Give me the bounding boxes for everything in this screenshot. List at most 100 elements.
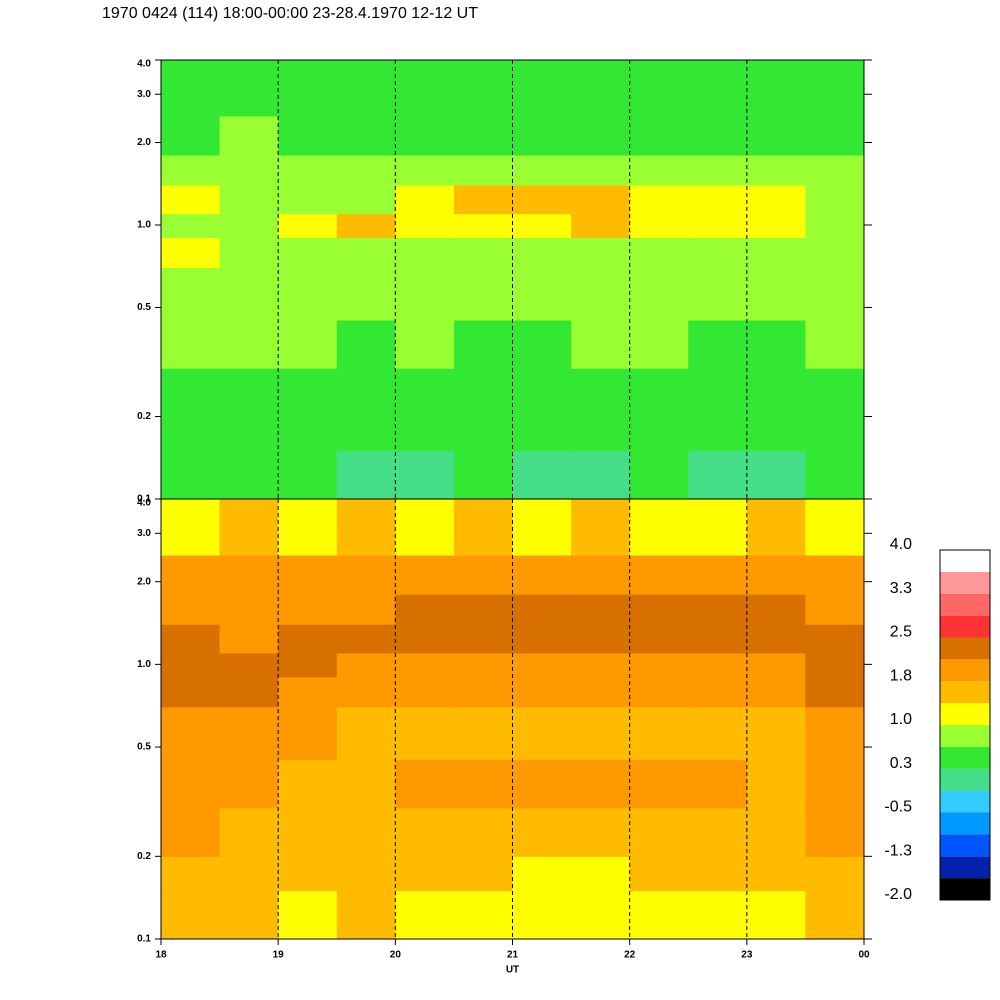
heat-cell [336,213,396,239]
x-tick-label: 20 [390,950,402,961]
heat-cell [219,594,279,625]
colorbar-swatch [940,681,990,704]
heat-cell [278,237,338,268]
heat-cell [278,759,338,809]
heat-cell [278,624,338,654]
heat-cell [278,555,338,595]
heat-cell [805,416,865,452]
heat-cell [512,155,572,186]
heat-cell [629,890,689,940]
heat-cell [805,890,865,940]
heat-cell [629,184,689,215]
heat-cell [746,676,806,708]
heat-cell [571,706,631,761]
heat-cell [161,555,221,595]
heat-cell [688,450,748,500]
heat-cell [278,115,338,156]
heat-cell [571,60,631,117]
heat-cell [161,676,221,708]
heat-cell [571,856,631,892]
heat-cell [688,759,748,809]
heat-cell [571,759,631,809]
colorbar-swatch [940,703,990,725]
heat-cell [629,155,689,186]
heat-cell [746,499,806,556]
colorbar-label: 4.0 [890,536,912,553]
colorbar-label: -1.3 [884,842,912,859]
heat-cell [629,499,689,556]
heat-cell [336,155,396,186]
heat-cell [161,856,221,892]
y-tick-label: 2.0 [137,576,151,587]
heat-cell [278,594,338,625]
heat-cell [278,706,338,761]
heat-cell [453,807,513,857]
heat-cell [219,155,279,186]
heat-cell [512,60,572,117]
heat-cell [688,60,748,117]
heat-cell [746,624,806,654]
heat-cell [161,594,221,625]
heat-cell [571,807,631,857]
colorbar-swatch [940,659,990,682]
heat-cell [395,706,455,761]
heat-cell [219,759,279,809]
heat-cell [805,676,865,708]
heat-cell [395,555,455,595]
heat-cell [453,856,513,892]
heat-cell [278,890,338,940]
heat-cell [278,676,338,708]
x-tick-label: 18 [155,950,167,961]
heat-cell [219,706,279,761]
heat-cell [688,416,748,452]
heat-cell [278,368,338,418]
heat-cell [512,416,572,452]
heat-cell [571,155,631,186]
heat-cell [512,807,572,857]
y-tick-label: 1.0 [137,659,151,670]
heat-cell [512,555,572,595]
heat-cell [161,706,221,761]
y-tick-label: 2.0 [137,137,151,148]
heat-cell [395,368,455,418]
heat-cell [746,320,806,369]
heat-cell [805,237,865,268]
heat-cell [336,624,396,654]
heat-cell [336,320,396,369]
heat-cell [746,594,806,625]
heat-cell [161,184,221,215]
heat-cell [805,320,865,369]
heat-cell [805,213,865,239]
heat-cell [512,267,572,321]
heat-cell [629,60,689,117]
heat-cell [161,759,221,809]
heat-cell [219,450,279,500]
heat-cell [571,890,631,940]
plot-frame [160,498,865,940]
heat-cell [688,706,748,761]
heat-cell [278,499,338,556]
heat-cell [688,115,748,156]
heat-cell [688,856,748,892]
heat-cell [161,60,221,117]
colorbar-swatch [940,550,990,572]
heat-cell [746,416,806,452]
heat-cell [512,237,572,268]
heat-cell [453,450,513,500]
heat-cell [453,184,513,215]
heat-cell [336,807,396,857]
colorbar-swatch [940,812,990,835]
heat-cell [512,213,572,239]
heat-cell [278,450,338,500]
heat-cell [512,890,572,940]
heat-cell [629,237,689,268]
heat-cell [161,115,221,156]
heat-cell [688,807,748,857]
heat-cell [629,267,689,321]
heat-cell [161,890,221,940]
heat-cell [512,759,572,809]
heat-cell [746,184,806,215]
heat-cell [571,499,631,556]
colorbar-label: 1.8 [890,667,912,684]
y-tick-label: 3.0 [137,528,151,539]
